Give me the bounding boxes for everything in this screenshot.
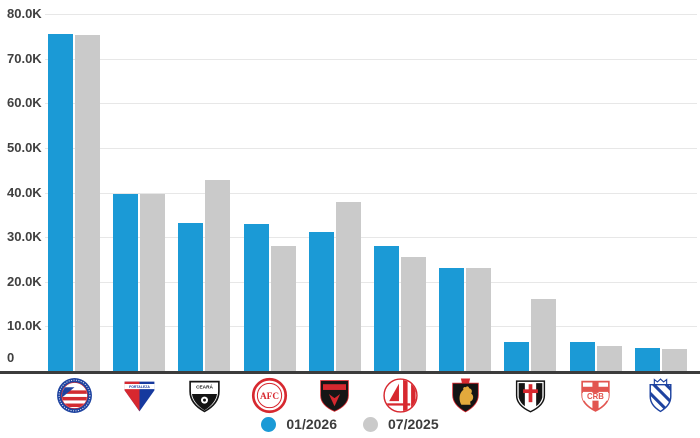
legend-label-01-2026[interactable]: 01/2026	[286, 416, 337, 432]
y-axis-tick-label: 10.0K	[7, 318, 42, 334]
sport-crest-icon	[447, 377, 484, 414]
y-axis-tick-label: 20.0K	[7, 273, 42, 289]
fortaleza-crest-text: FORTALEZA	[129, 385, 150, 389]
legend-dot-01-2026[interactable]	[261, 416, 277, 432]
x-axis-line	[0, 371, 700, 374]
bahia-crest-icon	[56, 377, 93, 414]
gridline	[45, 326, 697, 328]
bar-csa-01-2026[interactable]	[634, 347, 660, 371]
bar-csa-07-2025[interactable]	[661, 348, 687, 371]
ceara-crest-text: CEARÁ	[196, 384, 213, 391]
bar-am-rica-rn-01-2026[interactable]	[243, 224, 269, 371]
bar-vit-ria-07-2025[interactable]	[335, 201, 361, 371]
bar-crb-07-2025[interactable]	[596, 346, 622, 371]
gridline	[45, 147, 697, 149]
y-axis-tick-label: 30.0K	[7, 229, 42, 245]
crb-crest-icon: CRB	[577, 377, 614, 414]
bar-fortaleza-07-2025[interactable]	[140, 193, 166, 371]
y-axis-tick-label: 70.0K	[7, 50, 42, 66]
fortaleza-crest-icon: FORTALEZA	[121, 377, 158, 414]
bar-santa-cruz-01-2026[interactable]	[504, 342, 530, 371]
y-axis-tick-label: 40.0K	[7, 184, 42, 200]
bar-vit-ria-01-2026[interactable]	[308, 232, 334, 371]
bar-sport-recife-01-2026[interactable]	[439, 268, 465, 371]
bar-bahia-01-2026[interactable]	[48, 34, 73, 371]
legend-dot-07-2025[interactable]	[363, 416, 378, 432]
bar-n-utico-07-2025[interactable]	[401, 256, 426, 371]
america-rn-crest-text: AFC	[260, 392, 279, 402]
bar-santa-cruz-07-2025[interactable]	[531, 299, 557, 371]
bar-cear--07-2025[interactable]	[205, 179, 231, 371]
chart-legend: 01/2026 07/2025	[0, 412, 700, 436]
y-axis-tick-label: 80.0K	[7, 6, 42, 21]
bar-sport-recife-07-2025[interactable]	[466, 268, 492, 371]
bar-bahia-07-2025[interactable]	[75, 35, 100, 371]
crb-crest-text: CRB	[587, 392, 604, 401]
gridline	[45, 103, 697, 105]
gridline	[45, 14, 697, 15]
bar-cear--01-2026[interactable]	[178, 223, 204, 371]
bar-crb-01-2026[interactable]	[569, 342, 595, 371]
y-axis-tick-label: 50.0K	[7, 139, 42, 155]
y-axis-tick-label: 0	[7, 350, 15, 365]
santa-cruz-crest-icon	[512, 377, 549, 414]
vitoria-crest-icon	[316, 377, 353, 414]
america-rn-crest-icon: AFC	[251, 377, 288, 414]
gridline	[45, 58, 697, 60]
csa-crest-icon	[642, 377, 679, 414]
y-axis-tick-label: 60.0K	[7, 95, 42, 111]
legend-label-07-2025[interactable]: 07/2025	[388, 416, 439, 432]
nautico-crest-icon	[382, 377, 419, 414]
gridline	[45, 281, 697, 283]
bar-n-utico-01-2026[interactable]	[374, 246, 399, 371]
ceara-crest-icon: CEARÁ	[186, 377, 223, 414]
gridline	[45, 237, 697, 239]
bar-am-rica-rn-07-2025[interactable]	[270, 245, 296, 371]
gridline	[45, 192, 697, 194]
bar-fortaleza-01-2026[interactable]	[113, 193, 139, 371]
